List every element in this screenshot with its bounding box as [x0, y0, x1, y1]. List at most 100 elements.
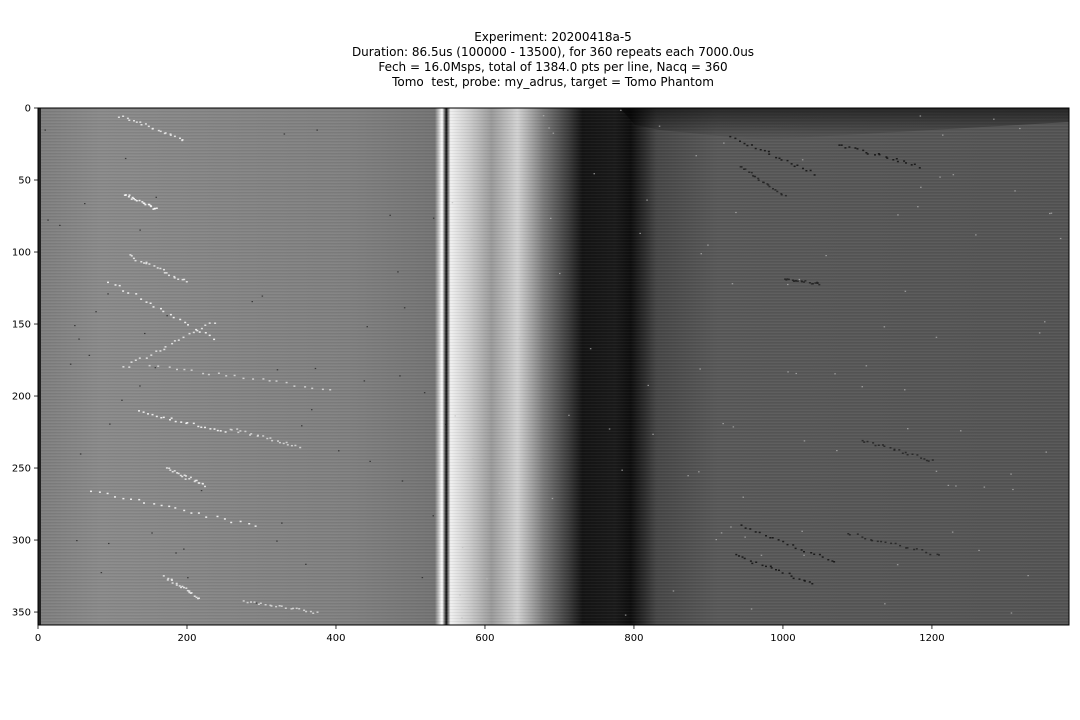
noise-dot — [801, 530, 803, 532]
speckle — [144, 123, 147, 125]
speckle — [754, 531, 757, 533]
speckle — [195, 479, 198, 482]
speckle — [796, 164, 799, 166]
noise-dot — [1049, 212, 1051, 215]
noise-dot — [825, 255, 827, 257]
y-tick-label: 300 — [12, 536, 31, 547]
y-tick-label: 250 — [12, 464, 31, 475]
noise-dot — [509, 366, 511, 368]
dark-upper-right-region — [620, 108, 1069, 140]
speckle — [777, 539, 780, 541]
noise-dot — [1010, 473, 1012, 475]
noise-dot — [144, 332, 146, 335]
speckle — [293, 385, 296, 387]
speckle — [198, 331, 201, 333]
speckle — [207, 373, 210, 376]
speckle — [160, 307, 162, 310]
speckle — [890, 542, 893, 545]
speckle — [208, 334, 211, 337]
speckle — [278, 441, 281, 444]
speckle — [913, 163, 916, 165]
speckle — [236, 428, 239, 430]
speckle — [217, 372, 220, 374]
speckle — [861, 536, 864, 538]
speckle — [149, 302, 152, 304]
speckle — [150, 354, 153, 356]
speckle — [166, 579, 169, 581]
speckle — [904, 451, 907, 454]
speckle — [118, 284, 121, 287]
speckle — [762, 181, 765, 183]
speckle — [145, 262, 148, 265]
speckle — [883, 445, 886, 447]
speckle — [163, 348, 166, 351]
heatmap-scanlines — [38, 108, 1069, 625]
speckle — [163, 268, 165, 271]
speckle — [757, 177, 760, 180]
speckle — [138, 498, 141, 501]
noise-dot — [861, 386, 863, 388]
speckle — [803, 281, 805, 283]
speckle — [898, 449, 901, 451]
speckle — [176, 472, 179, 474]
speckle — [159, 130, 162, 133]
speckle — [143, 202, 146, 205]
speckle — [877, 153, 880, 155]
speckle — [910, 164, 913, 166]
speckle — [329, 389, 332, 391]
speckle — [931, 459, 934, 461]
noise-dot — [454, 415, 456, 417]
speckle — [304, 386, 307, 388]
noise-dot — [468, 606, 470, 608]
speckle — [793, 280, 796, 282]
speckle — [863, 441, 866, 443]
speckle — [821, 556, 824, 558]
noise-dot — [200, 490, 203, 492]
speckle — [242, 600, 245, 602]
speckle — [312, 612, 315, 614]
speckle — [193, 480, 196, 483]
noise-dot — [568, 414, 570, 416]
speckle — [929, 553, 932, 556]
noise-dot — [187, 577, 189, 579]
speckle — [784, 194, 787, 197]
speckle — [262, 378, 265, 380]
speckle — [219, 430, 222, 432]
speckle — [244, 430, 247, 433]
speckle — [169, 133, 172, 135]
noise-dot — [589, 348, 592, 350]
speckle — [156, 267, 159, 269]
y-tick-label: 50 — [18, 176, 31, 187]
speckle — [209, 428, 212, 430]
speckle — [170, 417, 173, 419]
noise-dot — [1045, 451, 1047, 453]
speckle — [122, 366, 125, 368]
noise-dot — [109, 423, 111, 425]
noise-dot — [261, 295, 264, 297]
noise-dot — [107, 293, 109, 295]
speckle — [913, 548, 916, 551]
speckle — [864, 538, 867, 540]
speckle — [805, 170, 808, 172]
speckle — [183, 368, 186, 371]
speckle — [157, 129, 160, 132]
speckle — [790, 163, 793, 165]
speckle — [143, 262, 146, 264]
speckle — [134, 259, 137, 262]
speckle — [896, 160, 899, 163]
speckle — [877, 444, 880, 446]
speckle — [135, 293, 138, 295]
speckle — [257, 603, 260, 605]
noise-dot — [526, 379, 528, 381]
speckle — [848, 534, 851, 536]
noise-dot — [498, 492, 501, 494]
speckle — [134, 359, 137, 361]
speckle — [162, 575, 165, 577]
noise-dot — [608, 428, 611, 430]
noise-dot — [74, 325, 76, 327]
speckle — [880, 540, 883, 543]
speckle — [165, 467, 168, 469]
speckle — [145, 357, 148, 359]
speckle — [233, 374, 236, 377]
noise-dot — [1044, 321, 1046, 323]
